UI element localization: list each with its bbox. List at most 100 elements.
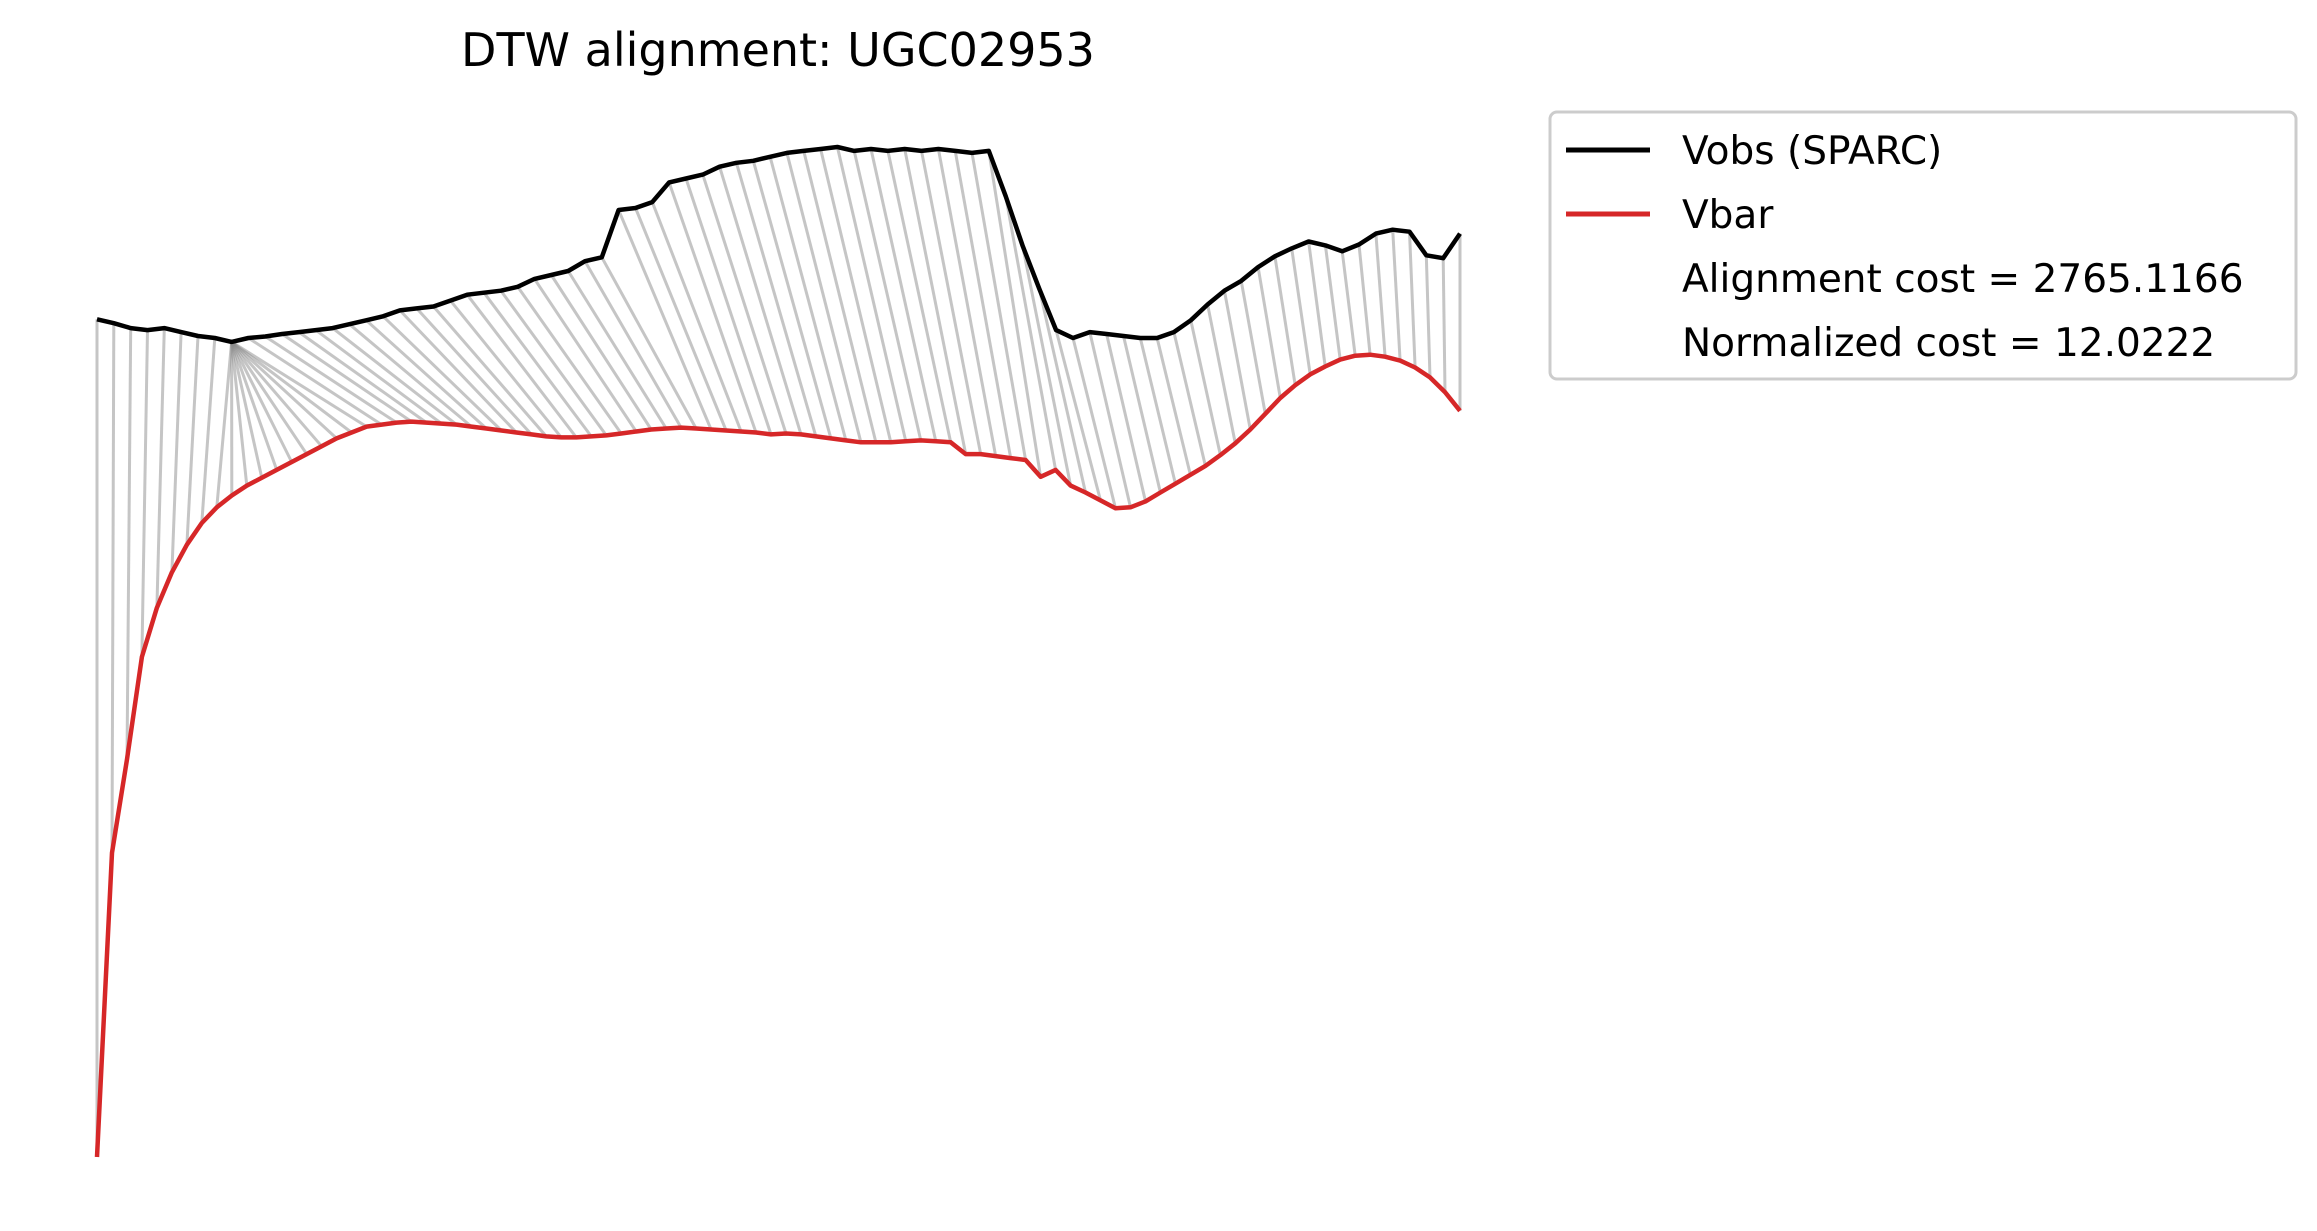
alignment-line	[1071, 337, 1117, 509]
alignment-line	[953, 150, 1013, 459]
alignment-line	[903, 148, 968, 455]
alignment-line	[110, 323, 116, 853]
alignment-line	[1323, 245, 1342, 360]
legend-frame	[1548, 110, 2298, 381]
alignment-line	[230, 340, 338, 440]
alignment-line	[1222, 290, 1252, 430]
alignment-line	[684, 178, 773, 435]
alignment-line	[701, 174, 788, 434]
alignment-line	[398, 309, 518, 434]
alignment-line	[230, 341, 294, 463]
alignment-line	[1206, 304, 1237, 444]
alignment-line	[634, 207, 728, 432]
alignment-line	[785, 152, 863, 443]
alignment-line	[583, 260, 683, 429]
alignment-line	[734, 162, 818, 437]
alignment-line	[667, 181, 758, 433]
alignment-line	[835, 146, 908, 442]
series-lines	[94, 144, 1462, 1158]
alignment-line	[802, 150, 878, 443]
alignment-line	[230, 341, 264, 479]
alignment-line	[852, 150, 923, 441]
alignment-line	[247, 336, 383, 426]
alignment-line	[432, 305, 548, 438]
alignment-line	[1424, 255, 1432, 378]
alignment-line	[155, 328, 166, 608]
alignment-line	[550, 274, 653, 431]
alignment-line	[533, 278, 638, 433]
alignment-line	[230, 341, 308, 455]
legend-label: Vobs (SPARC)	[1682, 129, 1942, 174]
alignment-line	[1273, 256, 1297, 386]
alignment-line	[819, 148, 893, 443]
alignment-line	[125, 328, 133, 760]
alignment-line	[1155, 337, 1192, 476]
alignment-line	[718, 166, 803, 435]
legend-label: Alignment cost = 2765.1166	[1682, 257, 2244, 302]
alignment-line	[1256, 266, 1282, 399]
alignment-line	[936, 148, 998, 457]
alignment-line	[1307, 241, 1327, 367]
alignment-line	[751, 160, 833, 439]
alignment-line	[185, 335, 200, 545]
alignment-line	[499, 289, 608, 437]
alignment-line	[170, 332, 183, 573]
alignment-line	[1021, 245, 1073, 486]
alignment-line	[1441, 258, 1447, 393]
alignment-line	[482, 291, 593, 438]
alignment-line	[264, 335, 398, 424]
alignment-line	[1105, 333, 1147, 502]
alignment-line	[1391, 229, 1402, 361]
alignment-line	[215, 341, 234, 508]
alignment-line	[449, 299, 563, 439]
alignment-line	[140, 330, 149, 657]
alignment-line	[650, 201, 743, 433]
alignment-line	[1138, 337, 1177, 485]
alignment-line	[314, 328, 443, 425]
alignment-line	[1172, 331, 1207, 467]
alignment-line	[1239, 280, 1267, 415]
alignment-line	[230, 341, 279, 471]
alignment-line	[281, 332, 413, 423]
alignment-line	[200, 337, 217, 524]
alignment-line	[516, 285, 623, 435]
alignment-line	[920, 150, 983, 455]
alignment-line	[869, 148, 938, 442]
alignment-line	[1290, 248, 1312, 375]
alignment-line	[768, 156, 848, 441]
series-line-vobs	[96, 144, 1462, 345]
alignment-line	[230, 340, 323, 448]
alignment-line	[230, 340, 353, 434]
alignment-line	[1037, 288, 1087, 493]
alignment-line	[298, 330, 428, 424]
alignment-line	[987, 150, 1043, 478]
alignment-line	[970, 152, 1028, 461]
alignment-line	[331, 326, 458, 426]
alignment-line	[1122, 335, 1162, 493]
alignment-line	[1054, 329, 1102, 501]
alignment-line	[348, 323, 473, 428]
alignment-line	[886, 150, 953, 443]
alignment-line	[230, 341, 249, 486]
alignment-line	[617, 209, 713, 431]
alignment-line	[600, 256, 698, 430]
alignment-line	[365, 319, 488, 430]
legend-label: Vbar	[1682, 193, 1774, 238]
alignment-line	[1189, 319, 1222, 456]
alignment-line	[566, 270, 668, 430]
series-line-vbar	[94, 352, 1462, 1158]
legend: Vobs (SPARC) Vbar Alignment cost = 2765.11…	[1548, 110, 2298, 381]
alignment-line	[1408, 231, 1417, 368]
alignment-line	[230, 340, 368, 428]
legend-label: Normalized cost = 12.0222	[1682, 321, 2215, 366]
alignment-line	[1088, 331, 1132, 508]
chart-title: DTW alignment: UGC02953	[461, 23, 1095, 77]
alignment-line	[1357, 244, 1372, 355]
alignment-lines	[95, 146, 1462, 1157]
alignment-line	[1340, 251, 1357, 356]
alignment-line	[1004, 195, 1058, 471]
alignment-line	[382, 315, 503, 432]
alignment-line	[1374, 233, 1387, 357]
alignment-line	[466, 293, 578, 439]
